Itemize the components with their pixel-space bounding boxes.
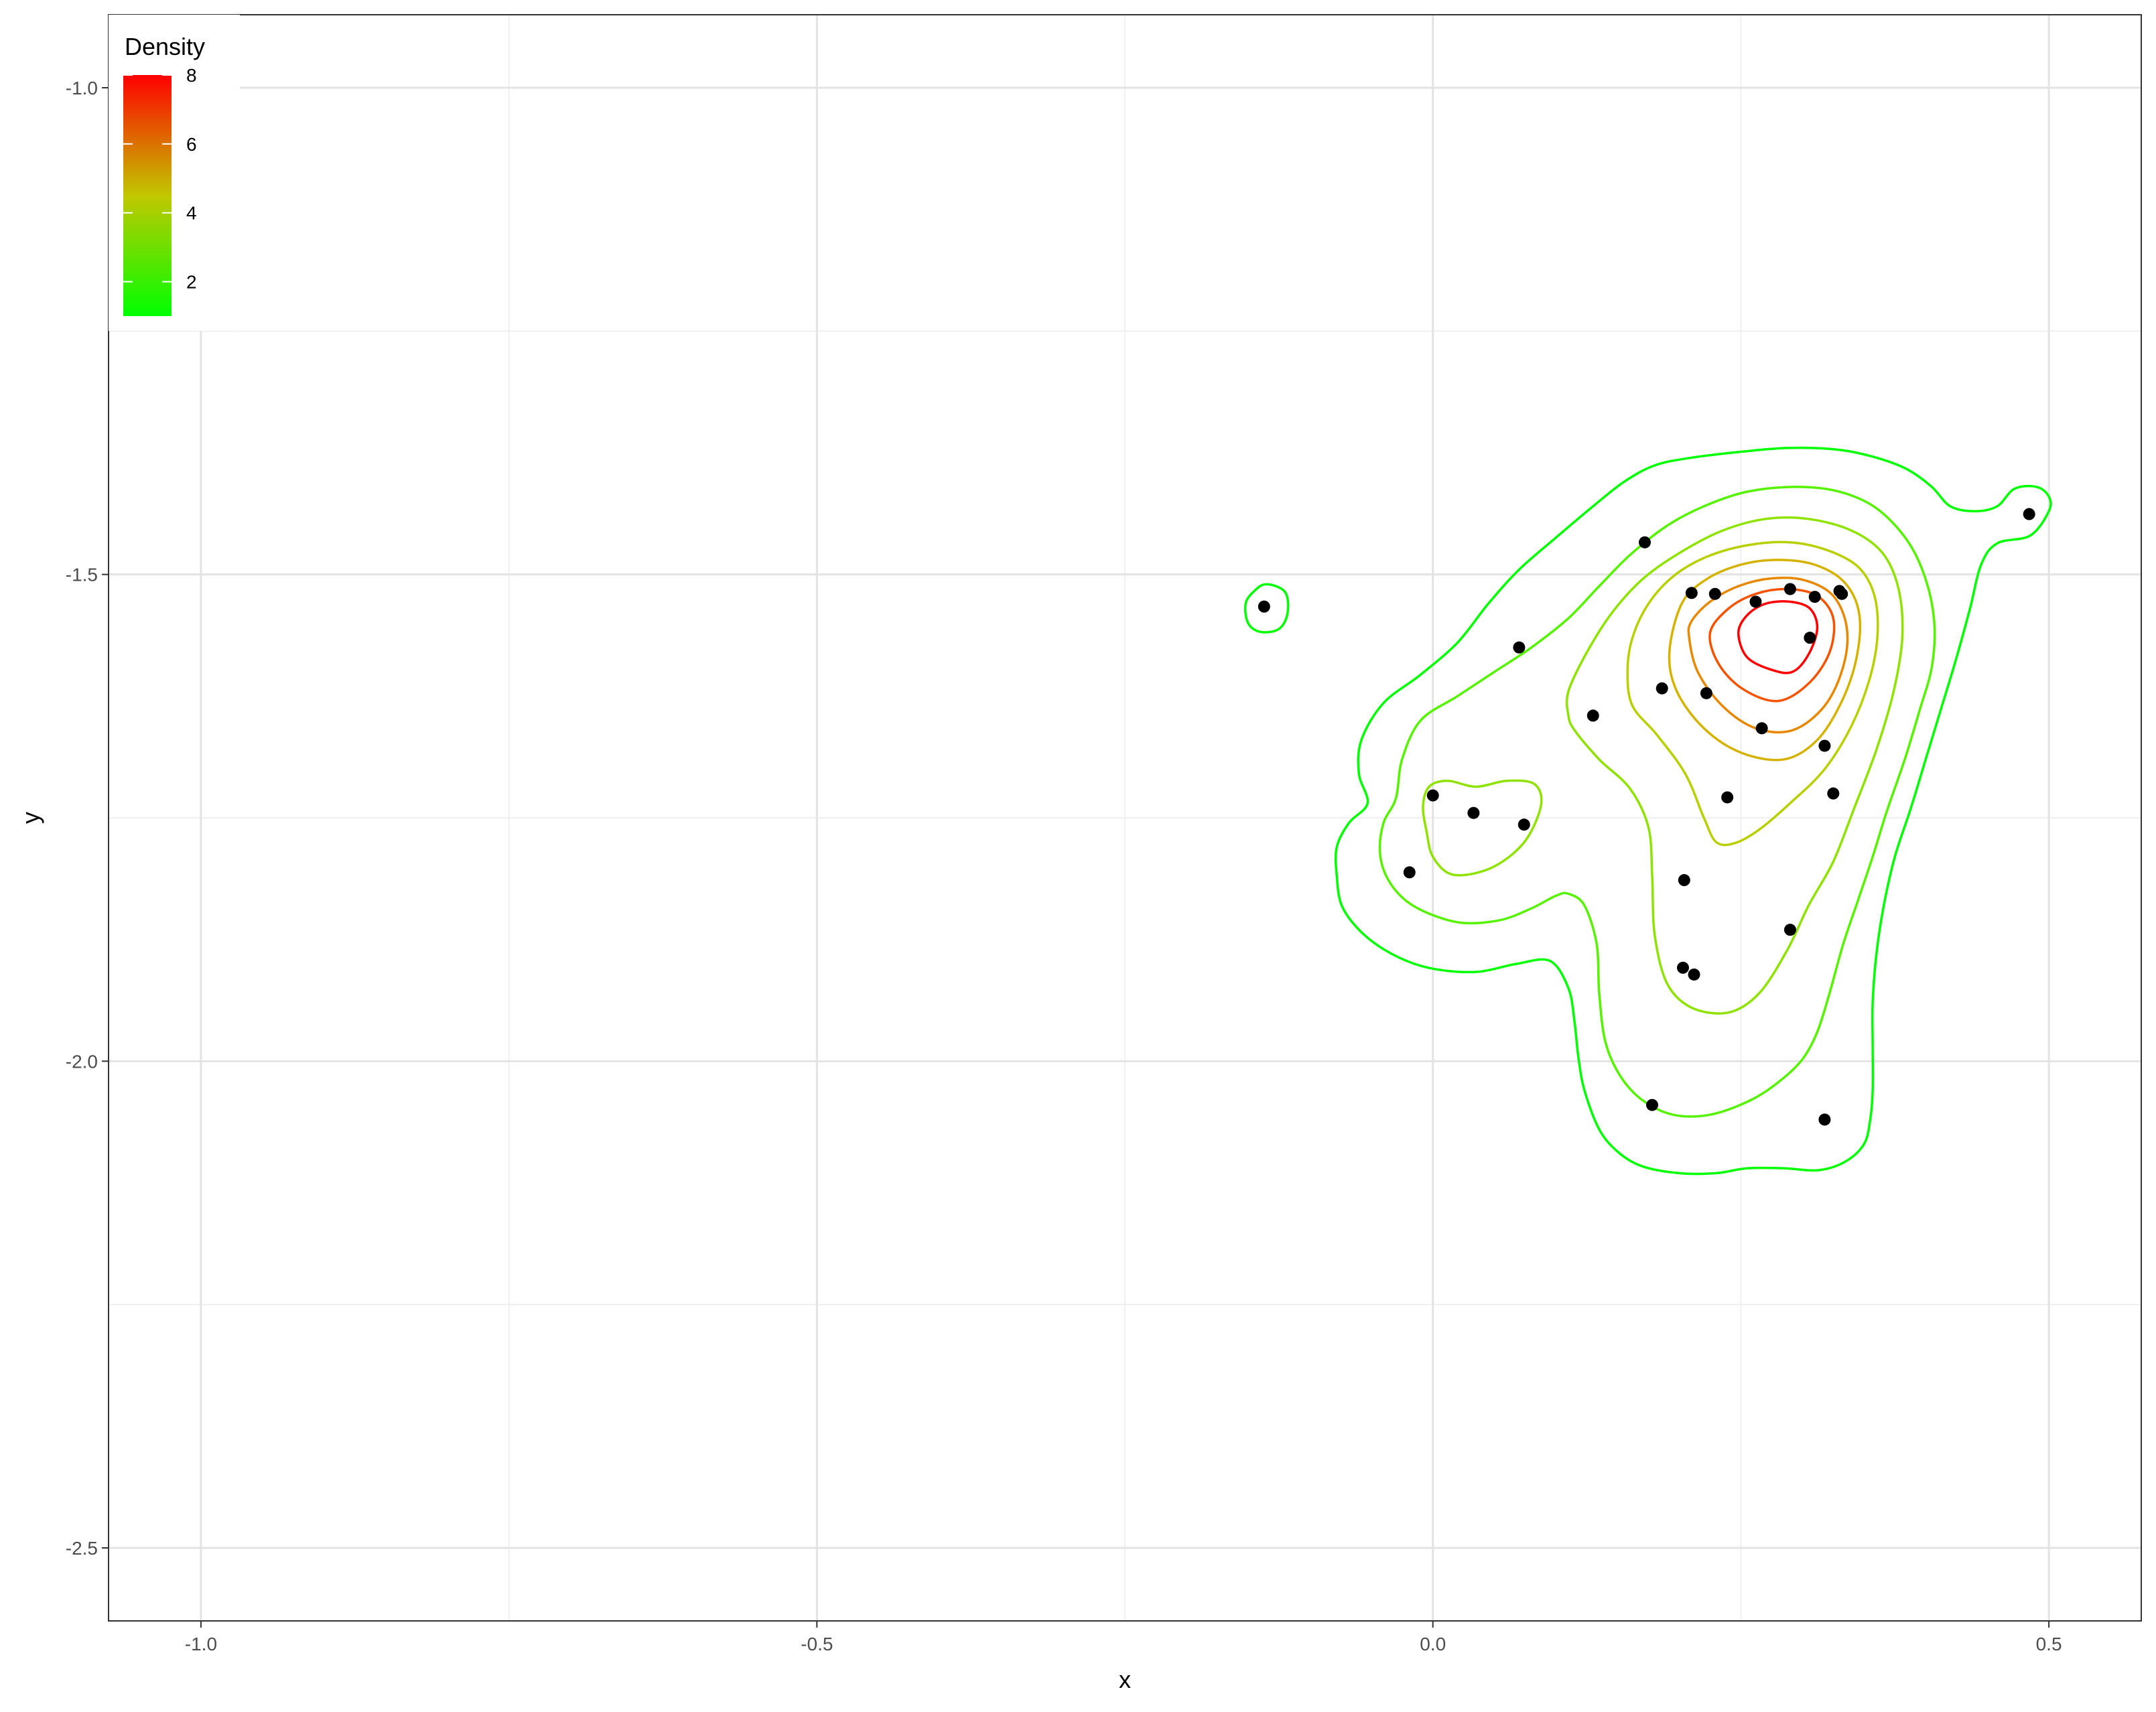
data-point	[1827, 787, 1840, 800]
data-point	[1587, 709, 1599, 722]
legend-colorbar	[123, 75, 172, 316]
x-tick-label: 0.0	[1420, 1634, 1446, 1654]
data-point	[1685, 587, 1698, 599]
data-point	[1646, 1098, 1659, 1111]
contour-level-7	[1708, 587, 1836, 703]
data-point	[1783, 924, 1796, 936]
data-point	[1836, 587, 1848, 600]
y-axis-ticks: -2.5 -2.0 -1.5 -1.0	[66, 78, 109, 1559]
x-tick-label: -1.0	[185, 1634, 217, 1654]
data-point	[1656, 682, 1668, 695]
contour-level-5	[1668, 559, 1862, 762]
data-point	[2023, 508, 2035, 520]
data-point	[1818, 739, 1831, 752]
data-points	[1258, 508, 2035, 1126]
data-point	[1258, 600, 1270, 613]
contour-level-1	[1243, 583, 1290, 634]
data-point	[1708, 587, 1721, 600]
x-tick-label: -0.5	[801, 1634, 833, 1654]
data-point	[1638, 536, 1651, 549]
contour-level-1	[1334, 446, 2052, 1175]
contour-level-4	[1626, 541, 1879, 847]
data-point	[1688, 968, 1700, 981]
data-point	[1467, 806, 1480, 819]
y-tick-label: -2.5	[66, 1538, 98, 1559]
legend-title: Density	[125, 33, 205, 60]
data-point	[1721, 791, 1734, 804]
data-point	[1749, 595, 1762, 608]
density-contours	[1243, 446, 2052, 1175]
y-tick-label: -2.0	[66, 1051, 98, 1072]
data-point	[1678, 874, 1690, 887]
legend-tick-label: 4	[186, 203, 197, 224]
data-point	[1755, 722, 1768, 735]
data-point	[1518, 818, 1530, 831]
y-axis-title: y	[17, 812, 44, 824]
data-point	[1676, 961, 1689, 974]
data-point	[1403, 866, 1416, 879]
legend: Density 2 4 6 8	[109, 15, 240, 331]
data-point	[1426, 789, 1439, 802]
plot-border	[108, 14, 2142, 1622]
grid-minor-lines	[109, 15, 2141, 1621]
contour-level-3	[1422, 779, 1543, 877]
data-point	[1818, 1113, 1831, 1126]
legend-tick-label: 6	[186, 134, 197, 155]
legend-ticks: 2 4 6 8	[123, 65, 197, 293]
y-tick-label: -1.5	[66, 565, 98, 585]
data-point	[1783, 583, 1796, 595]
x-tick-label: 0.5	[2036, 1634, 2062, 1654]
data-point	[1700, 687, 1712, 699]
contour-level-3	[1565, 516, 1904, 1015]
x-axis-title: x	[1119, 1666, 1131, 1693]
x-axis-ticks: -1.0 -0.5 0.0 0.5	[185, 1621, 2062, 1654]
legend-tick-label: 2	[186, 272, 197, 293]
data-point	[1513, 641, 1526, 654]
data-point	[1808, 591, 1821, 603]
y-tick-label: -1.0	[66, 78, 98, 98]
contour-level-2	[1378, 486, 1936, 1118]
legend-tick-label: 8	[186, 65, 197, 86]
data-point	[1804, 632, 1816, 644]
grid-major-lines	[109, 15, 2141, 1621]
